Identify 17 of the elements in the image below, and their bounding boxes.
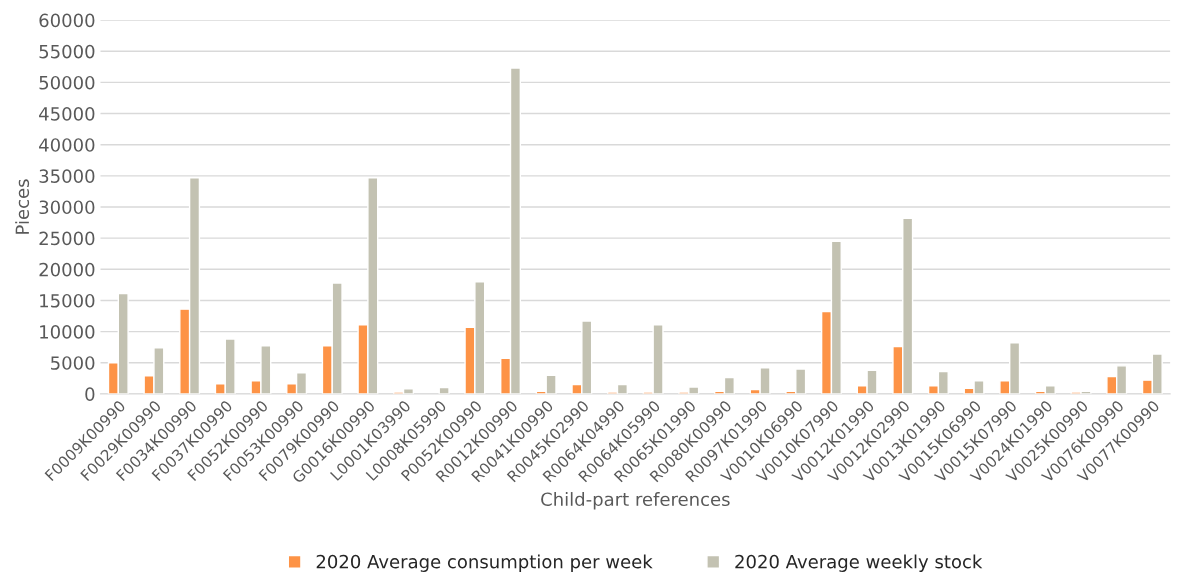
y-tick-label: 50000 [39, 75, 95, 90]
y-tick-label: 55000 [39, 44, 95, 59]
y-tick-label: 60000 [39, 13, 95, 28]
y-tick-label: 45000 [39, 107, 95, 121]
y-tick-label: 5000 [51, 356, 95, 370]
y-tick-label: 15000 [40, 293, 95, 308]
y-tick-label: 40000 [39, 138, 95, 152]
y-tick-label: 25000 [39, 231, 95, 246]
y-tick-label: 30000 [39, 200, 95, 215]
y-tick-label: 10000 [40, 325, 95, 339]
legend-label: 2020 Average consumption per week [316, 554, 653, 572]
y-tick-label: 35000 [39, 169, 95, 183]
legend-label: 2020 Average weekly stock [735, 554, 983, 572]
x-axis-title: Child-part references [541, 492, 730, 510]
y-axis-title: Pieces [15, 179, 30, 234]
y-tick-label: 0 [85, 387, 95, 401]
y-tick-label: 20000 [39, 262, 95, 277]
